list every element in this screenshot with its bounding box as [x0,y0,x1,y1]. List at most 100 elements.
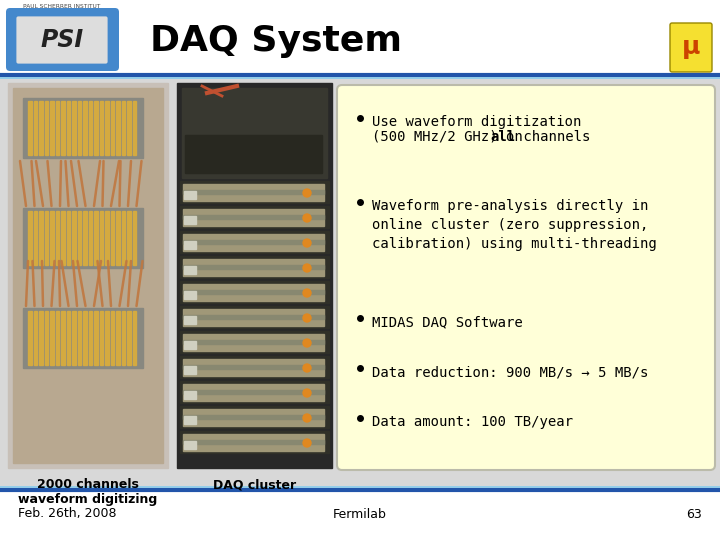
Text: μ: μ [682,35,700,59]
Bar [55,101,59,155]
Bar [184,366,196,374]
Text: (500 MHz/2 GHz) on: (500 MHz/2 GHz) on [372,130,531,144]
Bar [89,101,92,155]
Bar [78,311,81,365]
Circle shape [303,289,311,297]
Bar [50,311,53,365]
Bar [183,415,324,419]
Text: DAQ cluster: DAQ cluster [213,478,296,491]
Bar [183,265,324,269]
Circle shape [303,439,311,447]
Bar [66,211,70,265]
Text: Feb. 26th, 2008: Feb. 26th, 2008 [18,508,117,521]
Bar [184,241,196,249]
Bar [72,211,76,265]
Circle shape [303,264,311,272]
Text: PSI: PSI [40,28,84,52]
Bar [89,311,92,365]
Bar [34,101,37,155]
Bar [50,101,53,155]
Text: Waveform pre-analysis directly in
online cluster (zero suppression,
calibration): Waveform pre-analysis directly in online… [372,199,657,251]
Bar [184,316,196,324]
Circle shape [303,239,311,247]
Bar [122,101,125,155]
Bar [177,83,332,468]
Bar [94,211,97,265]
Bar [39,101,42,155]
Bar [127,101,130,155]
Bar [66,311,70,365]
Bar [0,75,720,490]
Bar [183,384,324,401]
Bar [183,184,324,201]
Bar [45,211,48,265]
Bar [34,211,37,265]
Bar [110,101,114,155]
Bar [183,315,324,319]
Bar [23,308,143,368]
Bar [180,256,329,278]
Bar [45,101,48,155]
FancyBboxPatch shape [15,15,109,65]
Text: all: all [490,130,515,144]
Circle shape [303,214,311,222]
Bar [183,440,324,444]
Text: Use waveform digitization: Use waveform digitization [372,115,581,129]
Bar [83,101,86,155]
Bar [132,311,136,365]
Bar [99,211,103,265]
Bar [183,259,324,276]
Bar [184,341,196,349]
Bar [50,211,53,265]
Bar [127,211,130,265]
Bar [183,359,324,376]
Bar [72,311,76,365]
Bar [28,101,32,155]
Bar [83,311,86,365]
Bar [183,365,324,369]
Bar [184,416,196,424]
Bar [99,101,103,155]
Bar [105,211,109,265]
Bar [183,334,324,351]
Bar [184,266,196,274]
Bar [61,311,65,365]
Bar [183,290,324,294]
Bar [184,216,196,224]
Bar [183,309,324,326]
Bar [8,83,168,468]
Bar [180,356,329,378]
Bar [183,284,324,301]
Text: MIDAS DAQ Software: MIDAS DAQ Software [372,315,523,329]
Bar [184,441,196,449]
Bar [28,211,32,265]
Bar [99,311,103,365]
Bar [122,211,125,265]
Text: DAQ System: DAQ System [150,24,402,58]
Bar [183,190,324,194]
Bar [105,311,109,365]
Bar [183,340,324,344]
Bar [89,211,92,265]
Bar [55,311,59,365]
Text: Data reduction: 900 MB/s → 5 MB/s: Data reduction: 900 MB/s → 5 MB/s [372,365,649,379]
Bar [110,211,114,265]
Bar [39,211,42,265]
Bar [183,234,324,251]
Bar [180,206,329,228]
Bar [61,101,65,155]
Bar [55,211,59,265]
Bar [34,311,37,365]
Bar [185,135,322,173]
Text: channels: channels [515,130,590,144]
Bar [28,311,32,365]
Bar [78,211,81,265]
Circle shape [303,414,311,422]
Bar [180,306,329,328]
Bar [180,181,329,203]
Bar [83,211,86,265]
Bar [184,391,196,399]
Text: Fermilab: Fermilab [333,508,387,521]
Bar [182,88,327,178]
Bar [183,240,324,244]
